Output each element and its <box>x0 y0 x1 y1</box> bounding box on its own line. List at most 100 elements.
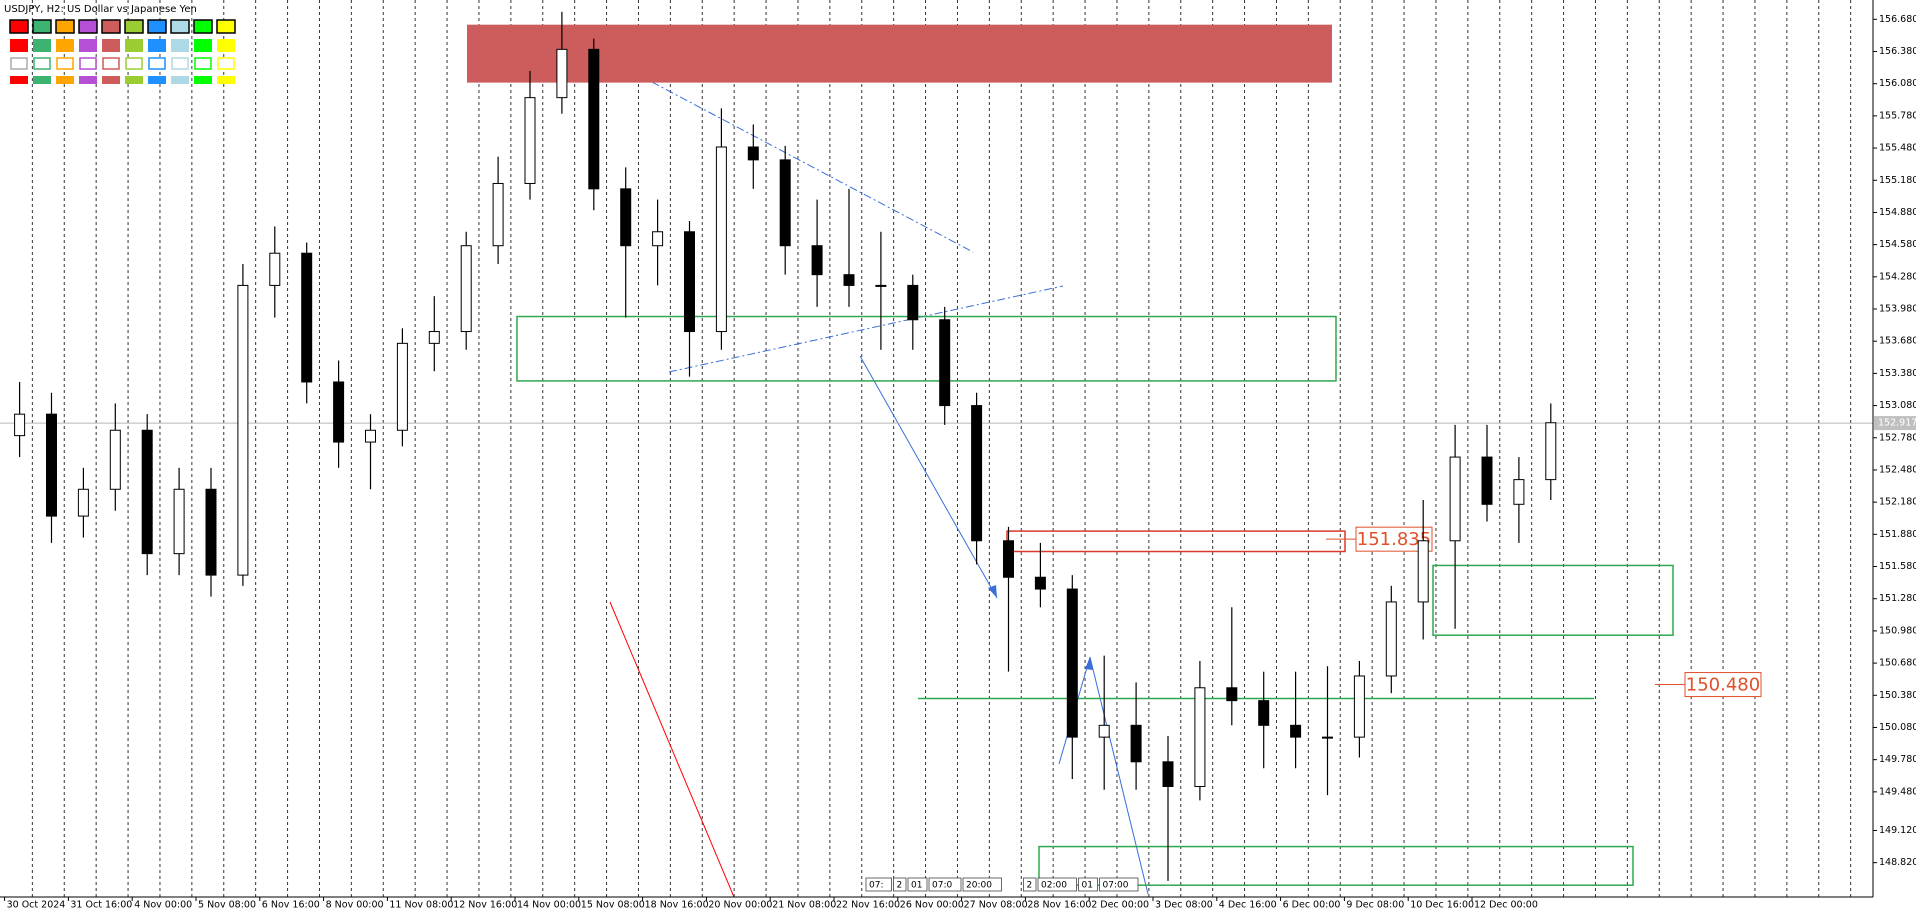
y-tick-label: 153.080 <box>1879 400 1916 411</box>
y-tick-label: 149.480 <box>1879 786 1916 797</box>
palette-swatch <box>33 57 51 70</box>
candle-body <box>1290 724 1302 738</box>
time-marker: 02:00 <box>1041 881 1067 891</box>
candle-body <box>1545 422 1557 481</box>
time-marker-box <box>865 877 892 892</box>
x-tick-label: 11 Nov 08:00 <box>389 900 453 911</box>
candle-body <box>811 245 823 276</box>
x-tick-label: 15 Nov 08:00 <box>581 900 645 911</box>
palette-swatch <box>193 19 213 34</box>
candle-body <box>109 429 121 490</box>
arrow-head <box>1085 657 1093 670</box>
candle-body <box>269 252 281 286</box>
candle-body <box>907 284 919 321</box>
last-price-tag <box>1874 416 1916 431</box>
y-tick-label: 153.380 <box>1879 368 1916 379</box>
time-marker: 2 <box>1027 881 1033 891</box>
time-marker: 07:0 <box>932 881 952 891</box>
candle-body <box>971 405 983 542</box>
x-tick-label: 21 Nov 08:00 <box>772 900 836 911</box>
last-price-label: 152.917 <box>1878 418 1916 429</box>
x-tick-label: 26 Nov 00:00 <box>900 900 964 911</box>
y-tick-label: 154.580 <box>1879 239 1916 250</box>
palette-swatch <box>102 76 120 84</box>
x-tick-label: 6 Dec 00:00 <box>1283 900 1341 911</box>
zone <box>1006 530 1346 553</box>
palette-swatch <box>125 57 143 70</box>
candle-body <box>1034 576 1046 590</box>
palette-swatch <box>194 39 212 52</box>
time-marker: 07: <box>869 881 883 891</box>
time-marker-box <box>907 877 928 892</box>
arrow-line <box>859 355 998 599</box>
y-tick-label: 152.180 <box>1879 497 1916 508</box>
candle-body <box>588 48 600 190</box>
y-tick-label: 150.080 <box>1879 722 1916 733</box>
trend-drawings <box>566 36 1149 898</box>
y-tick-label: 150.680 <box>1879 658 1916 669</box>
x-tick-label: 27 Nov 08:00 <box>964 900 1028 911</box>
annotation-label: 150.480 <box>1686 675 1760 696</box>
candle-body <box>237 284 249 576</box>
trend-line <box>1089 656 1149 895</box>
candle-body <box>173 488 185 555</box>
candle-body <box>1226 687 1238 702</box>
palette-swatch <box>102 57 120 70</box>
candle-body <box>141 429 153 555</box>
x-tick-label: 4 Dec 16:00 <box>1219 900 1277 911</box>
arrow-head <box>988 585 997 598</box>
palette-swatch <box>170 19 190 34</box>
palette-swatch <box>10 57 28 70</box>
y-tick-label: 150.980 <box>1879 625 1916 636</box>
palette-swatch <box>56 39 74 52</box>
candle-body <box>1449 456 1461 542</box>
x-tick-label: 8 Nov 00:00 <box>326 900 384 911</box>
palette-swatch <box>217 57 235 70</box>
candle-body <box>77 488 89 517</box>
y-tick-label: 154.880 <box>1879 207 1916 218</box>
x-tick-label: 12 Dec 00:00 <box>1474 900 1538 911</box>
palette-swatch <box>79 57 97 70</box>
y-tick-label: 148.820 <box>1879 857 1916 868</box>
candle-body <box>301 252 313 383</box>
x-tick-label: 30 Oct 2024 <box>7 900 66 911</box>
y-tick-label: 152.780 <box>1879 432 1916 443</box>
candle-body <box>396 342 408 431</box>
annotation-label: 151.835 <box>1357 529 1431 550</box>
candle-body <box>524 97 536 184</box>
trend-line <box>668 285 1064 373</box>
palette-swatch <box>148 39 166 52</box>
palette-swatch <box>10 76 28 84</box>
candle-body <box>620 188 632 247</box>
annotation-box <box>1684 672 1762 698</box>
time-marker-box <box>1037 877 1077 892</box>
palette-swatch <box>32 19 52 34</box>
x-tick-label: 14 Nov 00:00 <box>517 900 581 911</box>
palette-swatch <box>171 76 189 84</box>
palette-swatch <box>10 39 28 52</box>
y-tick-label: 155.480 <box>1879 143 1916 154</box>
x-tick-label: 2 Dec 00:00 <box>1091 900 1149 911</box>
time-marker: 07:00 <box>1103 881 1129 891</box>
palette-swatch <box>102 39 120 52</box>
palette-swatch <box>147 19 167 34</box>
y-tick-label: 155.180 <box>1879 175 1916 186</box>
candle-body <box>428 331 440 344</box>
candle-body <box>1481 456 1493 505</box>
candle-body <box>1385 601 1397 677</box>
x-tick-label: 6 Nov 16:00 <box>262 900 320 911</box>
palette-swatch <box>56 57 74 70</box>
y-tick-label: 153.980 <box>1879 304 1916 315</box>
palette-swatch <box>171 57 189 70</box>
y-tick-label: 153.680 <box>1879 336 1916 347</box>
candle-body <box>1353 675 1365 738</box>
palette-swatch <box>194 76 212 84</box>
zone <box>467 24 1332 83</box>
x-tick-label: 31 Oct 16:00 <box>70 900 132 911</box>
trend-line <box>609 601 735 898</box>
time-marker-box <box>1099 877 1139 892</box>
candle-body <box>652 231 664 247</box>
y-tick-label: 150.380 <box>1879 690 1916 701</box>
